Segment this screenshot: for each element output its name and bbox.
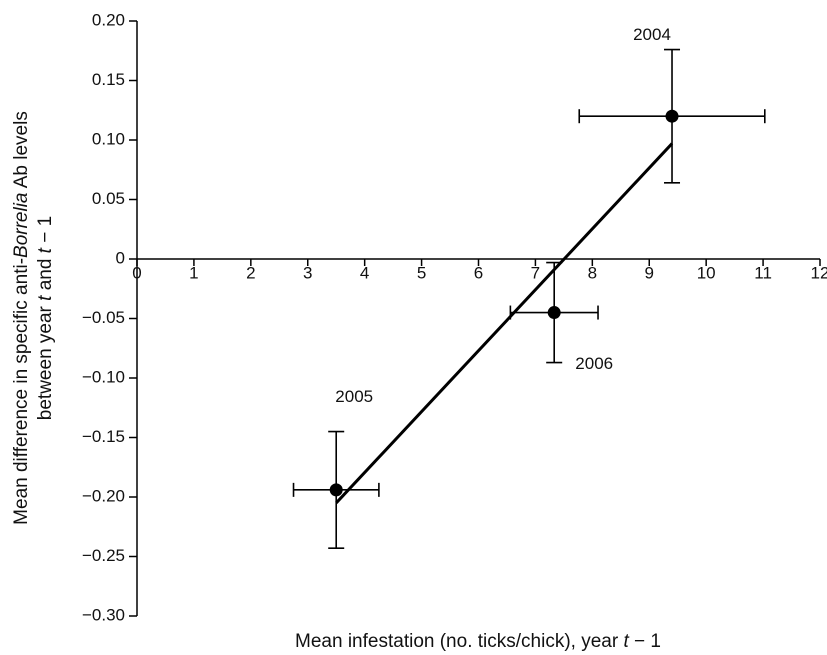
x-tick-label: 12 [811, 263, 827, 282]
x-tick-label: 6 [474, 263, 483, 282]
y-label-part: Mean difference in specific anti- [11, 258, 32, 525]
x-tick-label: 7 [531, 263, 540, 282]
point-label: 2005 [335, 387, 373, 406]
x-label-part: Mean infestation (no. ticks/chick), year [295, 631, 623, 652]
x-label-part: − 1 [629, 631, 661, 652]
y-label-part: and [35, 253, 56, 295]
y-tick-label: 0.15 [92, 70, 125, 89]
y-label-part: − 1 [35, 216, 56, 248]
x-tick-label: 10 [697, 263, 716, 282]
y-label-part: Borrelia [11, 192, 32, 257]
y-tick-label: −0.30 [82, 605, 125, 624]
x-tick-label: 0 [132, 263, 141, 282]
y-tick-label: 0 [116, 248, 125, 267]
x-tick-label: 1 [189, 263, 198, 282]
y-tick-label: 0.10 [92, 129, 125, 148]
point-label: 2006 [575, 354, 613, 373]
x-axis-label: Mean infestation (no. ticks/chick), year… [295, 631, 661, 652]
point [329, 483, 343, 497]
x-label-part: t [623, 631, 629, 652]
y-tick-label: 0.20 [92, 10, 125, 29]
x-tick-label: 2 [246, 263, 255, 282]
y-label-part: between year [35, 301, 56, 420]
y-tick-label: −0.05 [82, 308, 125, 327]
y-label-part: Ab levels [11, 111, 32, 192]
x-tick-label: 4 [360, 263, 369, 282]
point-label: 2004 [633, 25, 671, 44]
y-tick-label: −0.25 [82, 546, 125, 565]
x-tick-label: 9 [645, 263, 654, 282]
fit-line [335, 142, 674, 504]
y-label-part: t [35, 247, 56, 253]
y-tick-label: −0.10 [82, 367, 125, 386]
y-axis-label: Mean difference in specific anti-Borreli… [11, 111, 32, 525]
x-tick-label: 11 [754, 263, 772, 282]
x-tick-label: 3 [303, 263, 312, 282]
y-tick-label: 0.05 [92, 189, 125, 208]
point [665, 109, 679, 123]
x-tick-label: 8 [588, 263, 597, 282]
y-tick-label: −0.15 [82, 427, 125, 446]
y-axis-label: between year t and t − 1 [35, 216, 56, 420]
x-tick-label: 5 [417, 263, 426, 282]
point [547, 306, 561, 320]
y-label-part: t [35, 295, 56, 301]
y-tick-label: −0.20 [82, 486, 125, 505]
